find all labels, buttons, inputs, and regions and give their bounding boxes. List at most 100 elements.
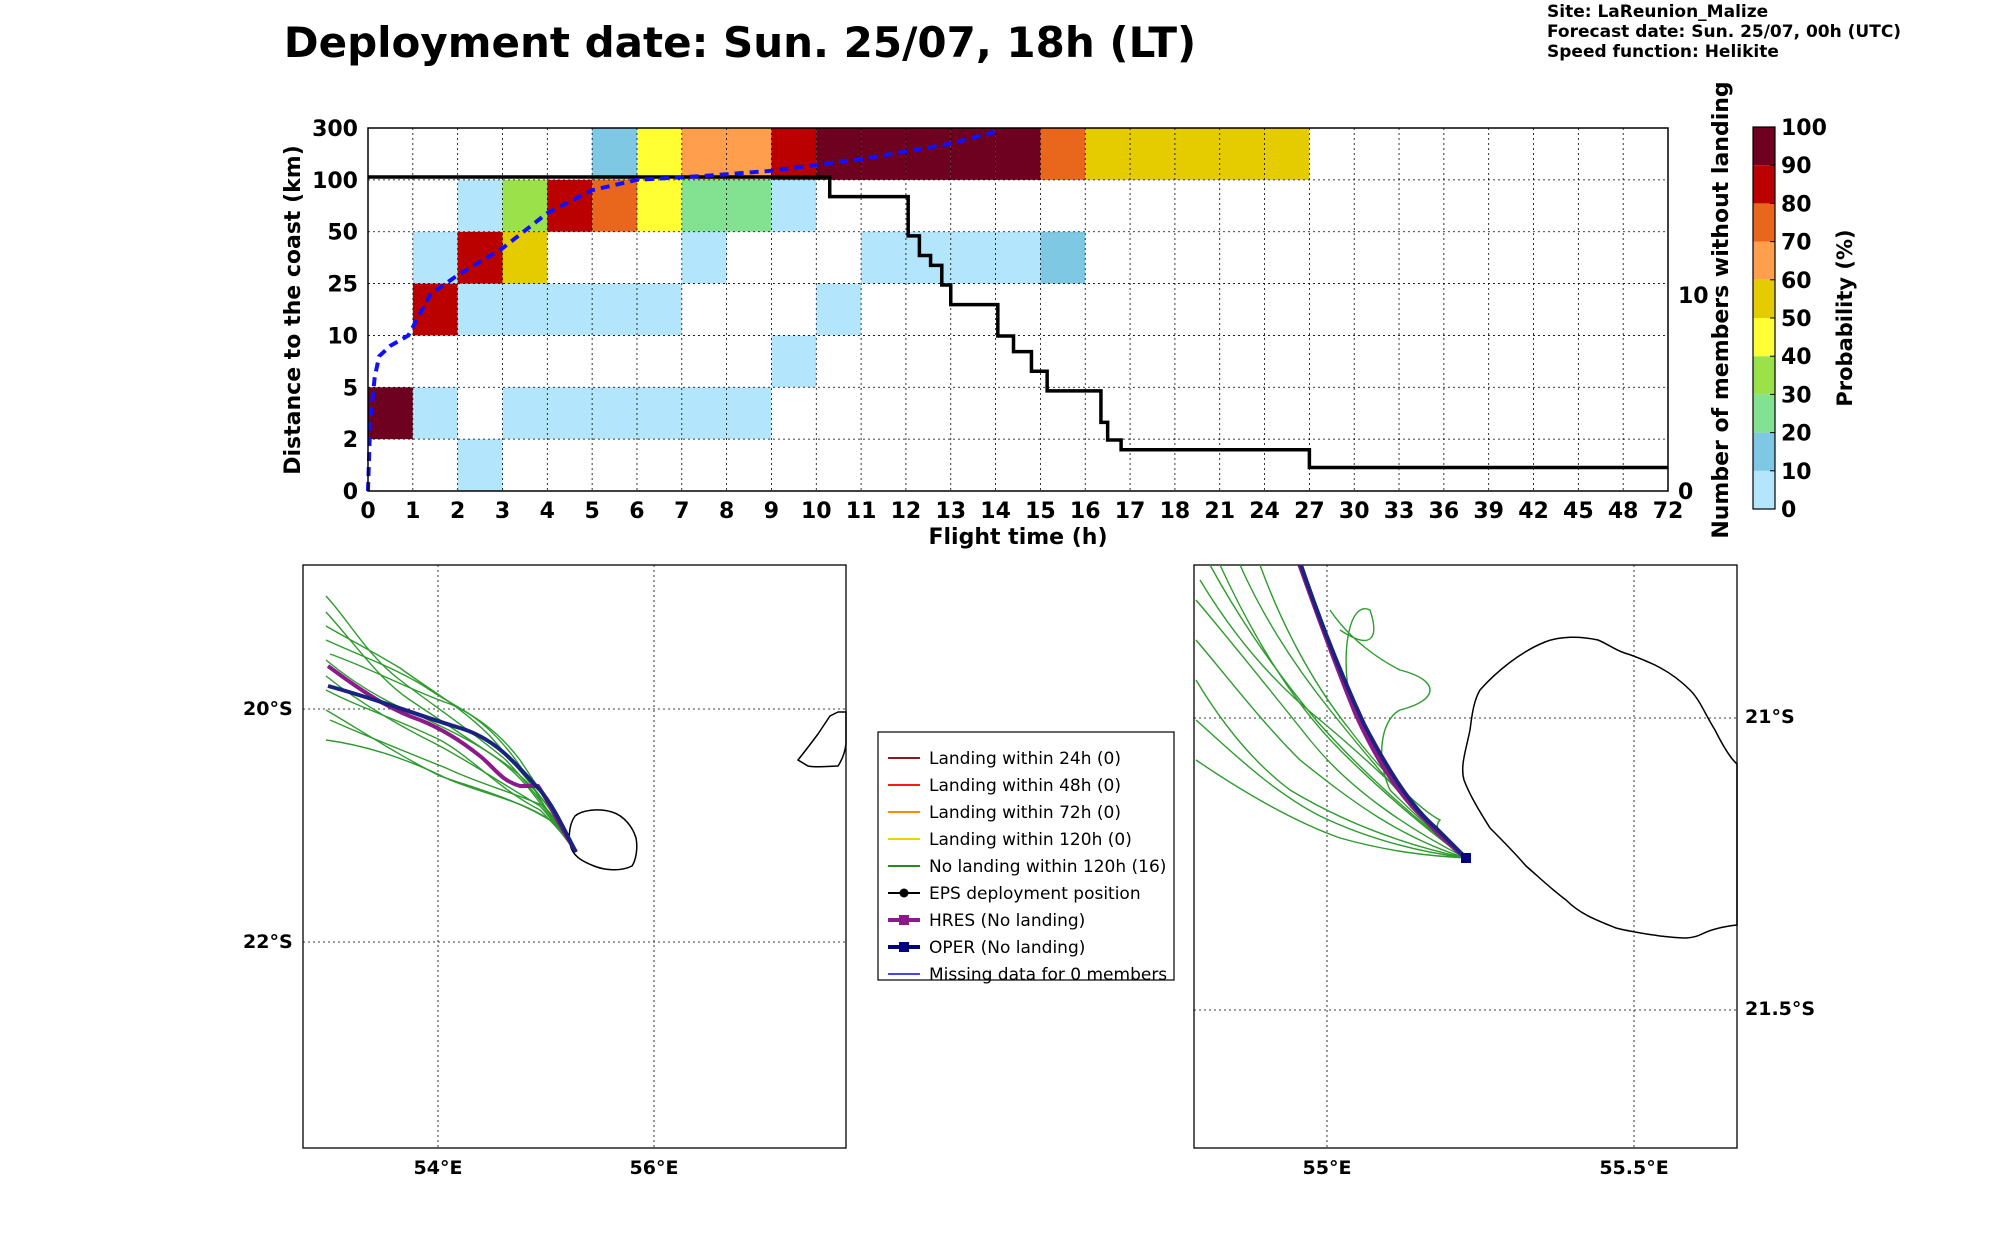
members-without-landing-line [368,175,1668,470]
x-tick-label: 39 [1473,499,1504,524]
colorbar-tick-label: 80 [1781,192,1812,217]
heatmap-cell [681,231,727,284]
member-trajectory [1195,679,1467,859]
heatmap-cell [592,128,637,180]
x-tick-label: 42 [1518,499,1549,524]
heatmap-cell [457,231,503,284]
heatmap-cell [547,387,593,440]
map2-lat-label-1: 21.5°S [1745,998,1815,1020]
member-trajectory [1195,639,1467,859]
x-tick-label: 1 [405,499,420,524]
heatmap-cell [636,128,682,180]
heatmap-cell [592,283,637,336]
colorbar-tick-label: 90 [1781,154,1812,179]
heatmap-cell [816,283,862,336]
probability-colorbar: 0 10 20 30 40 50 60 70 80 90 100 Probability (%) [1752,116,1857,523]
colorbar-bin [1753,394,1775,433]
heatmap-cell [681,128,727,180]
colorbar-bins [1753,127,1775,509]
y-tick-label: 25 [327,273,358,298]
member-trajectory [325,625,577,853]
colorbar-label: Probability (%) [1833,229,1857,406]
heatmap-cell [368,387,413,440]
map1-lon-label-0: 54°E [414,1157,463,1179]
map2-lat-label-0: 21°S [1745,706,1795,728]
heatmap-cell [1174,128,1220,180]
colorbar-bin [1753,203,1775,242]
x-tick-label: 6 [629,499,644,524]
legend-label: Landing within 72h (0) [929,803,1121,823]
x-tick-label: 4 [540,499,555,524]
heatmap-cell [995,128,1041,180]
heatmap-cell [726,387,772,440]
heatmap-cell [636,179,682,232]
x-tick-label: 7 [674,499,689,524]
regional-trajectory-map: 20°S 22°S 54°E 56°E [243,564,847,1179]
heatmap-grid [368,128,1668,491]
x-tick-label: 12 [891,499,922,524]
heatmap-cell [905,231,951,284]
map2-lon-label-1: 55.5°E [1599,1157,1668,1179]
map2-oper-track [1299,564,1468,860]
legend-label: HRES (No landing) [929,911,1085,931]
x-tick-label: 8 [719,499,734,524]
legend-label: No landing within 120h (16) [929,857,1166,877]
heatmap-cell [681,179,727,232]
figure-title: Deployment date: Sun. 25/07, 18h (LT) [284,18,1197,67]
member-trajectory [1329,609,1467,859]
heatmap-cell [861,231,906,284]
heatmap-cell [771,179,817,232]
heatmap-cell [502,283,548,336]
member-trajectory [1209,564,1467,859]
colorbar-tick-label: 50 [1781,307,1812,332]
heatmap-cell [547,179,593,232]
colorbar-tick-label: 0 [1781,498,1796,523]
y-tick-label: 50 [327,221,358,246]
legend-label: Missing data for 0 members [929,965,1167,985]
x-tick-label: 18 [1160,499,1191,524]
map1-lat-label-0: 20°S [243,698,293,720]
site-info: Site: LaReunion_Malize Forecast date: Su… [1547,2,1901,62]
colorbar-bin [1753,165,1775,204]
member-trajectory [325,595,577,853]
legend-label: Landing within 120h (0) [929,830,1132,850]
y-tick-label: 300 [312,117,358,142]
y2-tick-label: 10 [1678,284,1709,309]
member-trajectory [1195,599,1467,859]
heatmap-cells [368,128,1310,491]
colorbar-bin [1753,318,1775,357]
heatmap-cell [1130,128,1175,180]
x-tick-label: 2 [450,499,465,524]
x-tick-label: 45 [1563,499,1594,524]
deployment-marker [1461,853,1471,863]
y2-tick-labels: 0 10 [1678,284,1709,505]
heatmap-cell [592,387,637,440]
heatmap-cell [905,128,951,180]
x-tick-label: 13 [935,499,966,524]
colorbar-tick-label: 40 [1781,345,1812,370]
x-tick-label: 30 [1339,499,1370,524]
member-trajectory [325,675,577,853]
x-tick-label: 17 [1115,499,1146,524]
site-label: Site: LaReunion_Malize [1547,2,1769,22]
x-tick-label: 27 [1294,499,1325,524]
y-tick-label: 100 [312,169,358,194]
colorbar-tick-label: 20 [1781,422,1812,447]
legend-label: OPER (No landing) [929,938,1085,958]
map1-oper-track [327,684,578,853]
heatmap-lines [366,129,1668,492]
heatmap-cell [547,283,593,336]
colorbar-bin [1753,279,1775,318]
legend-label: EPS deployment position [929,884,1141,904]
colorbar-tick-label: 70 [1781,231,1812,256]
heatmap-cell [726,179,772,232]
x-tick-label: 24 [1249,499,1280,524]
colorbar-bin [1753,470,1775,509]
x-tick-label: 15 [1025,499,1056,524]
probability-heatmap: 0 1 2 3 4 5 6 7 8 9 10 11 12 13 14 15 16 17 18 21 24 27 30 33 36… [281,81,1734,550]
heatmap-cell [1040,231,1086,284]
x-tick-label: 3 [495,499,510,524]
x-tick-label: 16 [1070,499,1101,524]
x-tick-label: 0 [360,499,375,524]
